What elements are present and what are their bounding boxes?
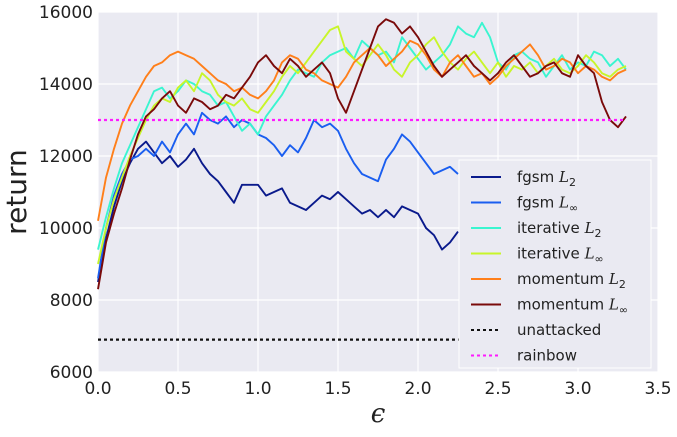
x-tick-label: 2.5 xyxy=(484,379,511,399)
legend-label: momentum L∞ xyxy=(517,296,628,317)
y-tick-label: 10000 xyxy=(39,219,93,239)
x-axis-title: ϵ xyxy=(371,399,386,429)
x-tick-label: 1.5 xyxy=(324,379,351,399)
series-line-4 xyxy=(97,39,627,221)
legend-label: unattacked xyxy=(517,321,601,339)
series-lines xyxy=(97,18,627,341)
series-line-0 xyxy=(97,140,459,283)
y-tick-label: 16000 xyxy=(39,3,93,23)
series-line-5 xyxy=(97,18,627,290)
legend-box xyxy=(458,159,652,369)
legend-label: iterative L∞ xyxy=(517,245,604,266)
x-tick-label: 0.5 xyxy=(164,379,191,399)
x-tick-label: 1.0 xyxy=(244,379,271,399)
y-tick-label: 6000 xyxy=(50,363,93,383)
y-tick-label: 8000 xyxy=(50,291,93,311)
legend-label: fgsm L∞ xyxy=(517,194,578,215)
y-tick-label: 12000 xyxy=(39,147,93,167)
legend-label: iterative L2 xyxy=(517,219,602,240)
x-tick-label: 0.0 xyxy=(84,379,111,399)
y-tick-label: 14000 xyxy=(39,75,93,95)
x-tick-label: 2.0 xyxy=(404,379,431,399)
legend: fgsm L2 fgsm L∞ iterative L2 iterative L∞ mo… xyxy=(458,159,652,369)
x-tick-label: 3.0 xyxy=(564,379,591,399)
x-tick-label: 3.5 xyxy=(644,379,671,399)
y-axis-title: return xyxy=(0,149,33,235)
series-line-1 xyxy=(97,111,459,279)
axis-ticks: 0.0 0.5 1.0 1.5 2.0 2.5 3.0 3.5 6000 8000 10000 120… xyxy=(39,3,672,399)
legend-label: rainbow xyxy=(517,347,577,365)
legend-label: momentum L2 xyxy=(517,270,626,291)
legend-label: fgsm L2 xyxy=(517,168,576,189)
